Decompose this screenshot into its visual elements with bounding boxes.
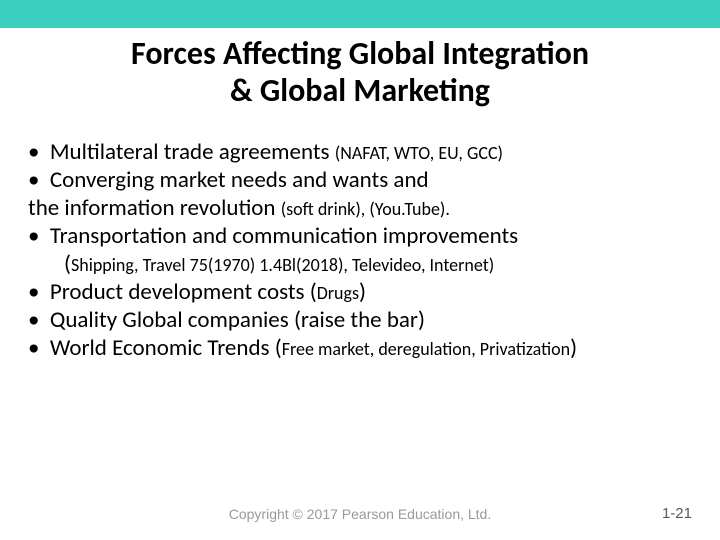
bullet-4: • Product development costs (Drugs) xyxy=(28,278,692,306)
slide-content: • Multilateral trade agreements (NAFAT, … xyxy=(0,128,720,362)
bullet-4-close: ) xyxy=(359,278,366,306)
bullet-2-continuation: the information revolution (soft drink),… xyxy=(28,194,692,222)
bullet-5-text: Quality Global companies (raise the bar) xyxy=(50,306,425,334)
bullet-3-text: Transportation and communication improve… xyxy=(50,222,518,250)
bullet-5: • Quality Global companies (raise the ba… xyxy=(28,306,692,334)
bullet-1: • Multilateral trade agreements (NAFAT, … xyxy=(28,138,692,166)
slide-title: Forces Affecting Global Integration & Gl… xyxy=(40,36,680,110)
bullet-4-detail: Drugs xyxy=(317,282,359,304)
bullet-3-sub-open: ( xyxy=(64,250,71,278)
bullet-6: • World Economic Trends (Free market, de… xyxy=(28,334,692,362)
bullet-1-detail: (NAFAT, WTO, EU, GCC) xyxy=(335,142,503,164)
copyright-text: Copyright © 2017 Pearson Education, Ltd. xyxy=(0,506,720,522)
bullet-2-detail: (soft drink), (You.Tube). xyxy=(281,198,450,220)
page-number: 1-21 xyxy=(662,505,692,522)
bullet-2-text: Converging market needs and wants and xyxy=(50,166,429,194)
bullet-1-text: Multilateral trade agreements xyxy=(50,138,335,166)
slide-title-area: Forces Affecting Global Integration & Gl… xyxy=(0,28,720,128)
bullet-3: • Transportation and communication impro… xyxy=(28,222,692,250)
bullet-4-text: Product development costs ( xyxy=(50,278,317,306)
bullet-2-cont-text: the information revolution xyxy=(28,194,281,222)
top-accent-bar xyxy=(0,0,720,28)
title-line-1: Forces Affecting Global Integration xyxy=(131,34,589,73)
bullet-6-detail: Free market, deregulation, Privatization xyxy=(282,338,570,360)
bullet-6-text: World Economic Trends ( xyxy=(50,334,282,362)
bullet-3-sub-detail: Shipping, Travel 75(1970) 1.4Bl(2018), T… xyxy=(71,254,494,276)
bullet-6-close: ) xyxy=(570,334,577,362)
slide-footer: Copyright © 2017 Pearson Education, Ltd.… xyxy=(0,506,720,522)
title-line-2: & Global Marketing xyxy=(230,71,490,110)
bullet-3-sub: (Shipping, Travel 75(1970) 1.4Bl(2018), … xyxy=(28,250,692,278)
bullet-2: • Converging market needs and wants and xyxy=(28,166,692,194)
